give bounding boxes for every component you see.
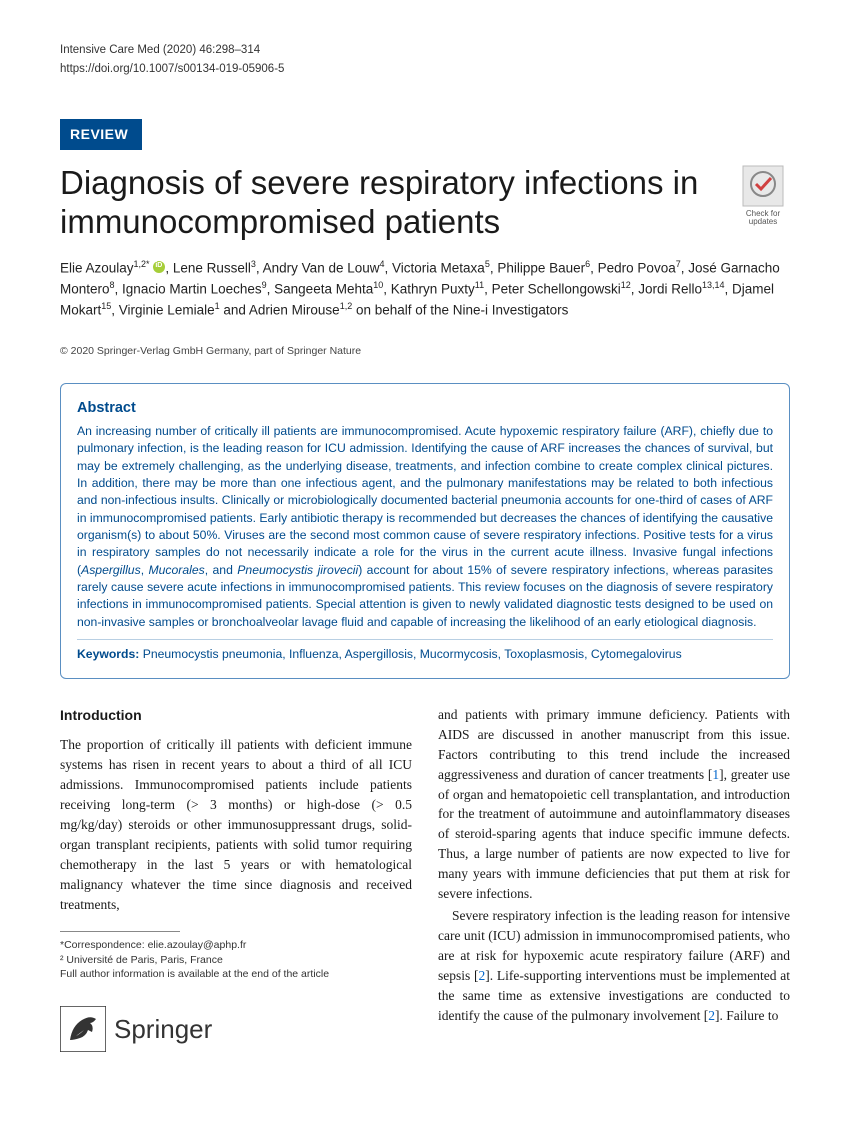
keywords-label: Keywords: [77,647,139,661]
body-paragraph-col2-2: Severe respiratory infection is the lead… [438,906,790,1026]
intro-paragraph-1: The proportion of critically ill patient… [60,735,412,915]
abstract-box: Abstract An increasing number of critica… [60,383,790,679]
journal-reference: Intensive Care Med (2020) 46:298–314 [60,42,790,59]
keywords-line: Keywords: Pneumocystis pneumonia, Influe… [77,639,773,664]
article-title: Diagnosis of severe respiratory infectio… [60,164,720,242]
publisher-logo: Springer [60,1006,412,1052]
abstract-heading: Abstract [77,398,773,419]
crossmark-icon [741,164,785,208]
footnote-rule [60,931,180,932]
author-list: Elie Azoulay1,2* , Lene Russell3, Andry … [60,258,790,322]
orcid-icon [153,261,165,273]
publisher-name: Springer [114,1010,212,1048]
affiliation-note-2: ² Université de Paris, Paris, France [60,953,412,968]
springer-horse-icon [60,1006,106,1052]
copyright-line: © 2020 Springer-Verlag GmbH Germany, par… [60,344,790,359]
correspondence-note: *Correspondence: elie.azoulay@aphp.fr [60,938,412,953]
abstract-body: An increasing number of critically ill p… [77,423,773,631]
article-type-badge: REVIEW [60,119,142,149]
affiliation-full-note: Full author information is available at … [60,967,412,982]
check-for-updates-label: Check for updates [736,210,790,228]
correspondence-email[interactable]: elie.azoulay@aphp.fr [148,939,247,951]
doi-link[interactable]: https://doi.org/10.1007/s00134-019-05906… [60,61,790,78]
check-for-updates-button[interactable]: Check for updates [736,164,790,228]
body-paragraph-col2-1: and patients with primary immune deficie… [438,705,790,905]
section-heading-introduction: Introduction [60,705,412,726]
keywords-list: Pneumocystis pneumonia, Influenza, Asper… [143,647,682,661]
